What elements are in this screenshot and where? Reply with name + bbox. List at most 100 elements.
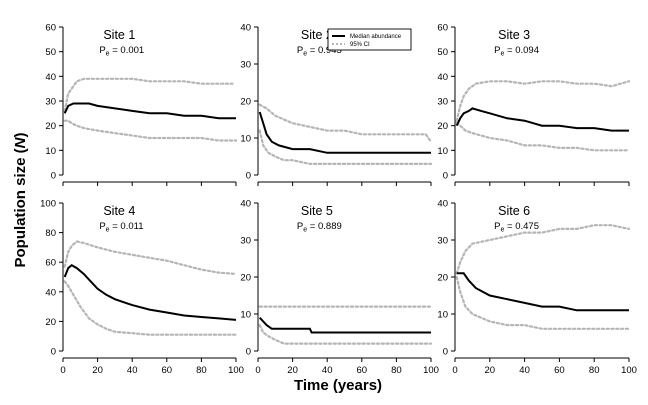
median-line <box>258 317 431 334</box>
panel-5: 0 10 20 30 40 0 20 40 60 80 100 Site 5 Pe = 0.889 <box>240 199 439 377</box>
p-value-subscript: e <box>500 51 504 58</box>
p-value-number: = 0.094 <box>504 45 539 56</box>
p-value-number: = 0.475 <box>504 221 539 232</box>
x-tick-label: 80 <box>196 365 207 376</box>
p-value-number: = 0.011 <box>110 221 144 232</box>
x-tick-label: 40 <box>127 365 138 376</box>
x-tick-label: 60 <box>357 365 368 376</box>
y-tick-label: 40 <box>437 199 448 210</box>
x-tick-label: 20 <box>485 365 496 376</box>
x-tick-label: 100 <box>621 365 637 376</box>
y-axis-label-text: Population size ( <box>12 148 29 267</box>
x-tick-label: 100 <box>228 365 244 376</box>
x-tick-label: 40 <box>519 365 530 376</box>
x-tick-label: 0 <box>452 365 457 376</box>
panel-title: Site 1 <box>103 28 135 42</box>
y-tick-label: 100 <box>40 199 56 210</box>
p-value-symbol: P <box>99 45 105 56</box>
median-line <box>455 107 629 132</box>
ci-upper-line <box>455 224 631 275</box>
y-tick-label: 20 <box>240 273 251 284</box>
y-axis-label: Population size (N) <box>12 132 29 267</box>
x-tick-label: 20 <box>287 365 298 376</box>
x-tick-label: 0 <box>60 365 65 376</box>
p-value-subscript: e <box>106 227 110 234</box>
p-value-symbol: P <box>494 221 500 232</box>
y-tick-label: 10 <box>240 310 251 321</box>
ci-upper-line <box>63 240 238 276</box>
p-value-symbol: P <box>99 221 105 232</box>
y-tick-label: 40 <box>45 72 56 83</box>
ci-lower-line <box>258 129 433 165</box>
panel-title: Site 6 <box>498 204 530 218</box>
x-tick-label: 60 <box>162 365 173 376</box>
y-tick-label: 20 <box>45 121 56 132</box>
y-tick-label: 10 <box>437 146 448 157</box>
y-tick-label: 20 <box>437 121 448 132</box>
y-tick-label: 40 <box>240 199 251 210</box>
x-tick-label: 60 <box>554 365 565 376</box>
p-value-symbol: P <box>297 45 303 56</box>
y-axis-label-close: ) <box>12 132 29 137</box>
p-value-symbol: P <box>494 45 500 56</box>
y-tick-label: 0 <box>443 347 448 358</box>
x-tick-label: 100 <box>423 365 439 376</box>
median-line <box>63 102 236 120</box>
panels-group: 0 10 20 30 40 50 60 Site 1 Pe = 0.001 0 10 20 30 40 Si… <box>40 23 637 377</box>
legend: Median abundance 95% CI <box>327 28 412 51</box>
y-tick-label: 60 <box>45 23 56 34</box>
y-tick-label: 0 <box>246 171 251 182</box>
median-line <box>456 272 629 312</box>
y-tick-label: 20 <box>45 317 56 328</box>
p-value: Pe = 0.889 <box>297 221 342 234</box>
ci-upper-line <box>63 77 234 112</box>
y-tick-label: 30 <box>240 60 251 71</box>
y-tick-label: 0 <box>443 171 448 182</box>
y-tick-label: 0 <box>51 347 56 358</box>
ci-upper-line <box>258 103 433 143</box>
y-tick-label: 10 <box>240 134 251 145</box>
y-tick-label: 30 <box>45 97 56 108</box>
y-tick-label: 80 <box>45 228 56 239</box>
y-axis-label-symbol: N <box>12 136 29 148</box>
panel-title: Site 5 <box>301 204 333 218</box>
y-tick-label: 20 <box>437 273 448 284</box>
ci-upper-line <box>455 80 631 122</box>
p-value: Pe = 0.001 <box>99 45 144 58</box>
y-tick-label: 30 <box>437 97 448 108</box>
y-tick-label: 10 <box>45 146 56 157</box>
p-value: Pe = 0.094 <box>494 45 539 58</box>
ci-lower-line <box>455 275 631 330</box>
legend-ci-label: 95% CI <box>350 42 370 48</box>
x-axis-label: Time (years) <box>294 377 382 394</box>
p-value-number: = 0.889 <box>307 221 342 232</box>
y-tick-label: 40 <box>45 287 56 298</box>
y-tick-label: 60 <box>45 258 56 269</box>
p-value-number: = 0.943 <box>307 45 342 56</box>
x-tick-label: 0 <box>255 365 260 376</box>
y-tick-label: 40 <box>240 23 251 34</box>
p-value: Pe = 0.475 <box>494 221 539 234</box>
y-tick-label: 10 <box>437 310 448 321</box>
x-tick-label: 40 <box>322 365 333 376</box>
y-tick-label: 40 <box>437 72 448 83</box>
y-tick-label: 50 <box>437 47 448 58</box>
p-value-subscript: e <box>303 51 307 58</box>
panel-title: Site 3 <box>498 28 530 42</box>
panel-title: Site 4 <box>103 204 135 218</box>
p-value-subscript: e <box>500 227 504 234</box>
p-value-subscript: e <box>303 227 307 234</box>
p-value-number: = 0.001 <box>110 45 145 56</box>
y-tick-label: 60 <box>437 23 448 34</box>
p-value-symbol: P <box>297 221 303 232</box>
ci-lower-line <box>455 122 631 152</box>
panel-1: 0 10 20 30 40 50 60 Site 1 Pe = 0.001 <box>45 23 238 186</box>
y-tick-label: 30 <box>437 236 448 247</box>
y-tick-label: 20 <box>240 97 251 108</box>
ci-lower-line <box>258 324 433 345</box>
p-value-subscript: e <box>106 51 110 58</box>
p-value: Pe = 0.011 <box>99 221 143 234</box>
panel-2: 0 10 20 30 40 Site 2 Pe = 0.943 <box>240 23 433 186</box>
ci-lower-line <box>63 280 238 336</box>
